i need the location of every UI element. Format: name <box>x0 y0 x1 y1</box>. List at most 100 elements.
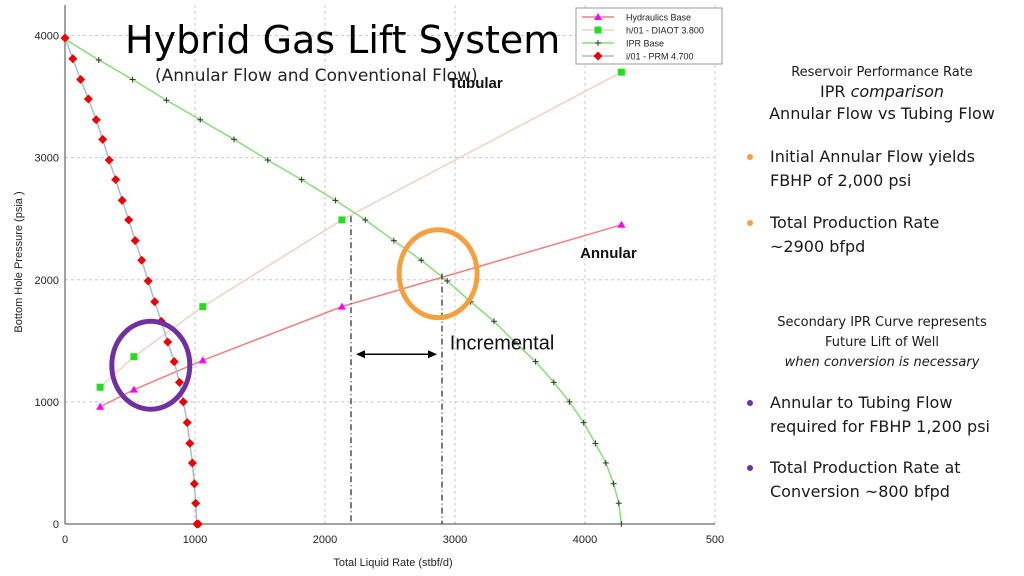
square-marker <box>96 383 104 391</box>
diamond-marker <box>104 155 114 165</box>
diamond-marker <box>187 458 197 468</box>
triangle-marker <box>129 385 138 393</box>
secondary-line: Secondary IPR Curve represents <box>777 315 987 330</box>
x-tick-label: 3000 <box>443 534 467 546</box>
y-tick-label: 4000 <box>35 31 59 43</box>
purple-bullet-dot <box>747 465 753 471</box>
ipr-word: IPR <box>820 82 851 101</box>
diamond-marker <box>185 438 195 448</box>
plus-marker <box>231 136 237 143</box>
x-axis-label: Total Liquid Rate (stbf/d) <box>333 557 452 569</box>
series-2 <box>62 36 625 527</box>
y-axis-label: Bottom Hole Pressure (psia ) <box>13 191 25 332</box>
chart-overlays: Tubular Annular Incremental <box>109 75 637 524</box>
page-title: Hybrid Gas Lift System <box>125 18 561 62</box>
triangle-marker <box>594 13 602 20</box>
annotation-incremental: Incremental <box>450 332 555 354</box>
arrow-head-right <box>428 350 437 359</box>
x-tick-label: 4000 <box>573 534 597 546</box>
diamond-marker <box>169 357 179 367</box>
series-line <box>64 37 199 525</box>
diamond-marker <box>111 175 121 185</box>
bullet-annular-to-tubing: Annular to Tubing Flow required for FBHP… <box>740 391 1024 439</box>
diamond-marker <box>593 51 603 61</box>
diamond-marker <box>68 54 78 64</box>
diamond-marker <box>130 236 140 246</box>
diamond-marker <box>189 479 199 489</box>
triangle-marker <box>617 220 626 228</box>
diamond-marker <box>163 337 173 347</box>
diamond-marker <box>98 134 108 144</box>
bullet-text: ~2900 bfpd <box>770 237 866 256</box>
chart-series <box>60 33 626 529</box>
secondary-ipr-note: Secondary IPR Curve represents Future Li… <box>740 313 1024 373</box>
legend-entry: i/01 - PRM 4.700 <box>626 52 694 62</box>
plus-marker <box>615 500 622 507</box>
y-tick-label: 2000 <box>35 275 59 287</box>
plus-marker <box>491 318 497 325</box>
notes-heading-ipr: IPR comparison <box>740 81 1024 103</box>
plus-marker <box>444 277 451 284</box>
purple-bullet-dot <box>747 400 753 406</box>
legend-entry: Hydraulics Base <box>626 13 691 23</box>
arrow-head-left <box>356 350 365 359</box>
plus-marker <box>129 76 136 83</box>
x-tick-label: 2000 <box>313 534 337 546</box>
secondary-line: when conversion is necessary <box>784 355 980 370</box>
square-marker <box>130 353 138 361</box>
plus-marker <box>550 379 557 386</box>
plus-marker <box>602 459 609 466</box>
plus-marker <box>163 97 170 104</box>
notes-panel: Reservoir Performance Rate IPR compariso… <box>740 64 1024 504</box>
plus-marker <box>618 521 625 527</box>
plus-marker <box>332 197 339 204</box>
diamond-marker <box>182 418 192 428</box>
orange-bullet-dot <box>747 154 753 160</box>
plus-marker <box>595 40 601 46</box>
bullet-text: Annular to Tubing Flow <box>770 393 953 412</box>
diamond-marker <box>124 215 134 225</box>
annotation-annular: Annular <box>580 245 637 262</box>
diamond-marker <box>60 33 70 43</box>
diamond-marker <box>83 94 93 104</box>
plus-marker <box>390 237 397 244</box>
diamond-marker <box>193 519 203 529</box>
plus-marker <box>362 216 369 223</box>
y-tick-label: 1000 <box>35 397 59 409</box>
orange-bullet-dot <box>747 220 753 226</box>
bullet-text: Initial Annular Flow yields <box>770 147 975 166</box>
diamond-marker <box>178 397 188 407</box>
diamond-marker <box>150 297 160 307</box>
chart-axes <box>64 5 715 525</box>
plus-marker <box>95 56 102 63</box>
legend-entry: IPR Base <box>626 39 664 49</box>
comparison-word: comparison <box>850 82 944 101</box>
bullet-conversion-rate: Total Production Rate at Conversion ~800… <box>740 456 1024 504</box>
x-tick-label: 0 <box>62 534 68 546</box>
square-marker <box>338 216 346 224</box>
chart-legend: Hydraulics Base h/01 - DIAOT 3.800 IPR Bas… <box>575 7 723 65</box>
diamond-marker <box>91 115 101 125</box>
diamond-marker <box>174 377 184 387</box>
plus-marker <box>610 480 617 487</box>
bullet-text: required for FBHP 1,200 psi <box>770 417 990 436</box>
x-tick-label: 500 <box>706 534 724 546</box>
plus-marker <box>566 398 573 405</box>
plus-marker <box>592 440 599 447</box>
bullet-total-production: Total Production Rate ~2900 bfpd <box>740 211 1024 259</box>
plus-marker <box>511 339 518 346</box>
diamond-marker <box>143 276 153 286</box>
bullet-text: FBHP of 2,000 psi <box>770 171 912 190</box>
plus-marker <box>264 157 271 164</box>
orange-highlight-circle <box>396 227 480 321</box>
plus-marker <box>197 116 204 123</box>
series-1 <box>96 68 625 391</box>
legend-entry: h/01 - DIAOT 3.800 <box>626 26 704 36</box>
bullet-initial-annular: Initial Annular Flow yields FBHP of 2,00… <box>740 145 1024 193</box>
triangle-marker <box>337 302 346 310</box>
plus-marker <box>580 419 587 426</box>
annotation-tubular: Tubular <box>449 75 503 92</box>
series-3 <box>60 33 203 529</box>
